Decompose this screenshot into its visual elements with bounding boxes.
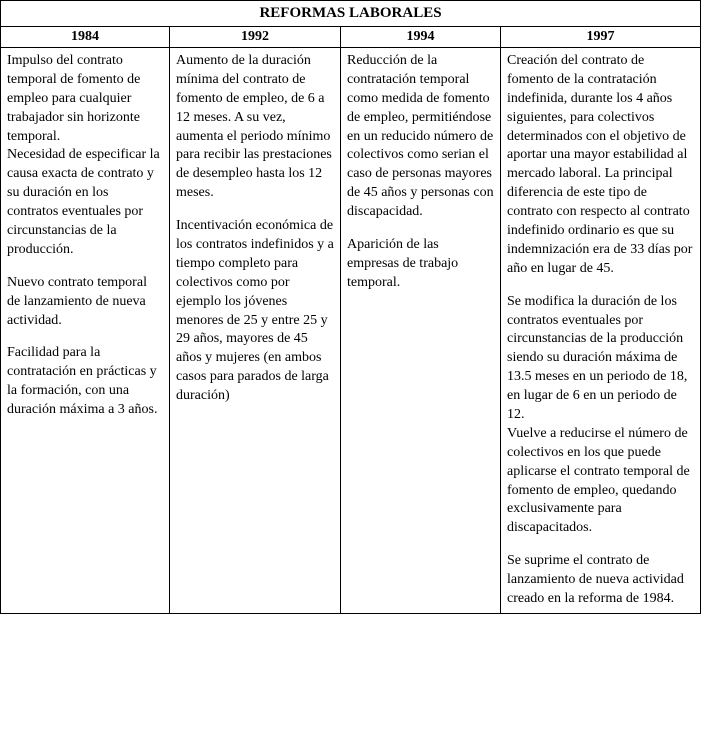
text-paragraph: Se modifica la duración de los contratos…	[507, 293, 694, 425]
text-paragraph: Creación del contrato de fomento de la c…	[507, 52, 694, 279]
reformas-table: REFORMAS LABORALES 1984 1992 1994 1997 I…	[0, 0, 701, 614]
header-1994: 1994	[341, 27, 501, 47]
text-paragraph: Facilidad para la contratación en prácti…	[7, 344, 163, 420]
table-header-row: 1984 1992 1994 1997	[1, 27, 700, 48]
cell-1994: Reducción de la contratación temporal co…	[341, 48, 501, 613]
text-paragraph: Reducción de la contratación temporal co…	[347, 52, 494, 222]
text-paragraph: Aumento de la duración mínima del contra…	[176, 52, 334, 203]
table-title: REFORMAS LABORALES	[1, 1, 700, 27]
text-paragraph: Impulso del contrato temporal de fomento…	[7, 52, 163, 146]
header-1992: 1992	[170, 27, 341, 47]
text-paragraph: Se suprime el contrato de lanzamiento de…	[507, 552, 694, 609]
cell-1997: Creación del contrato de fomento de la c…	[501, 48, 700, 613]
text-paragraph: Aparición de las empresas de trabajo tem…	[347, 236, 494, 293]
cell-1992: Aumento de la duración mínima del contra…	[170, 48, 341, 613]
cell-1984: Impulso del contrato temporal de fomento…	[1, 48, 170, 613]
text-paragraph: Nuevo contrato temporal de lanzamiento d…	[7, 274, 163, 331]
text-paragraph: Incentivación económica de los contratos…	[176, 217, 334, 406]
text-paragraph: Vuelve a reducirse el número de colectiv…	[507, 425, 694, 538]
header-1997: 1997	[501, 27, 700, 47]
table-body-row: Impulso del contrato temporal de fomento…	[1, 48, 700, 613]
header-1984: 1984	[1, 27, 170, 47]
text-paragraph: Necesidad de especificar la causa exacta…	[7, 146, 163, 259]
